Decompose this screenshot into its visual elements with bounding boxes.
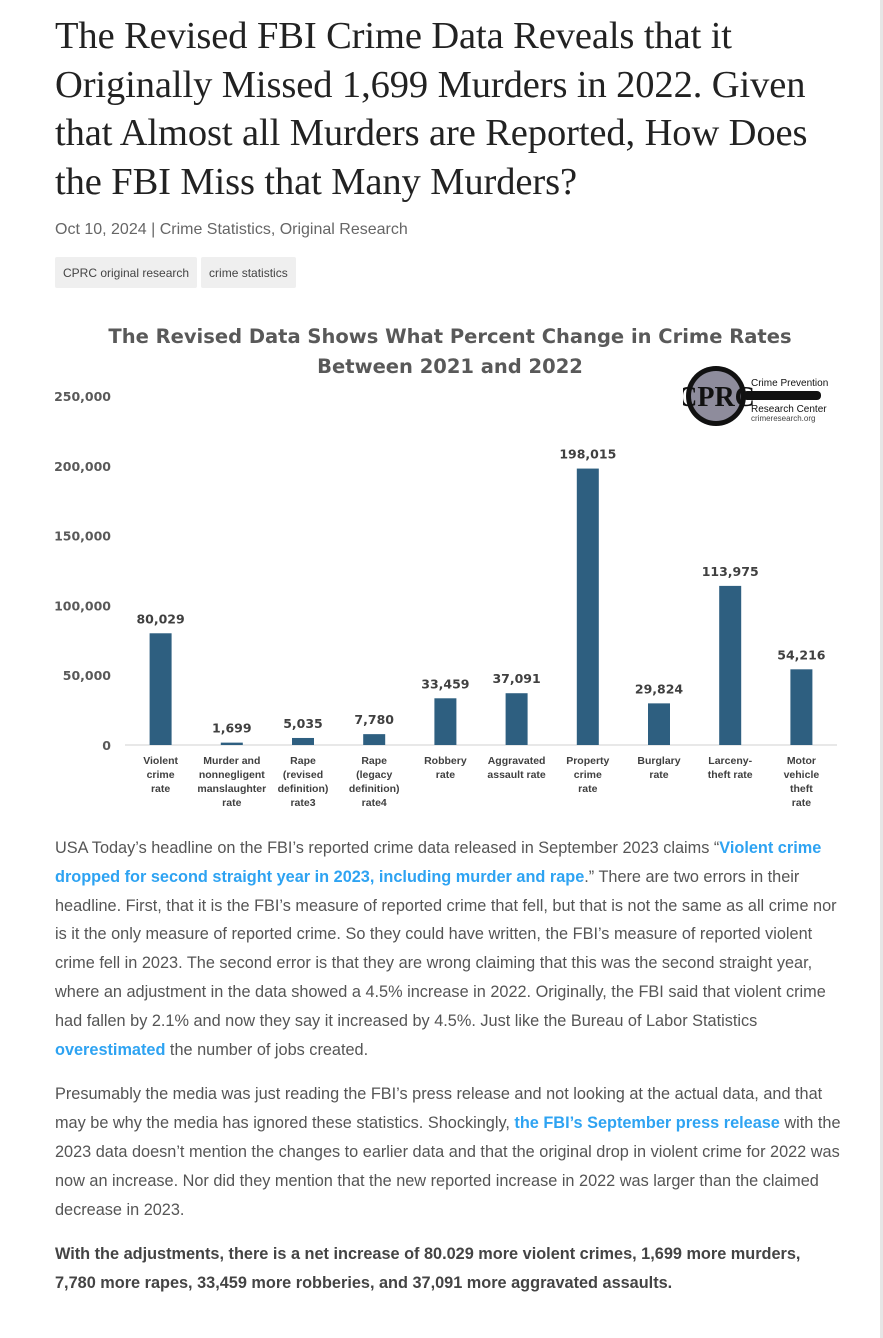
chart-title-line-2: Between 2021 and 2022 [317,355,583,378]
cprc-logo: CPRC Crime Prevention Research Center cr… [683,366,828,426]
x-tick-label: definition) [278,783,329,795]
bar [790,669,813,745]
chart-title-line-1: The Revised Data Shows What Percent Chan… [108,325,792,348]
x-tick-label: Rape [290,755,316,767]
link-fbi-press-release[interactable]: the FBI’s September press release [514,1114,780,1133]
x-tick-label: theft [790,783,813,795]
x-tick-label: Aggravated [488,755,546,767]
post-date: Oct 10, 2024 [55,221,147,238]
tag-crime-statistics[interactable]: crime statistics [201,257,296,288]
y-tick-label: 100,000 [55,598,111,613]
x-tick-label: rate [649,769,668,781]
x-tick-label: Larceny- [708,755,752,767]
bar [220,742,243,745]
p2-text-b: with the 2023 data doesn’t mention the c… [55,1114,841,1219]
data-label: 7,780 [354,712,394,727]
x-tick-label: rate [578,783,597,795]
x-tick-label: Rape [361,755,387,767]
p1-text-a: USA Today’s headline on the FBI’s report… [55,839,720,857]
x-tick-label: manslaughter [197,783,266,795]
meta-separator: | [151,221,156,238]
tag-list: CPRC original research crime statistics [55,257,845,288]
x-tick-label: crime [147,769,175,781]
y-tick-label: 0 [102,738,111,753]
x-tick-label: assault rate [487,769,546,781]
paragraph-2: Presumably the media was just reading th… [55,1080,845,1224]
logo-url: crimeresearch.org [751,414,815,423]
post-meta: Oct 10, 2024 | Crime Statistics, Origina… [55,221,845,239]
x-tick-label: rate3 [290,797,315,809]
x-tick-label: (legacy [356,769,392,781]
x-tick-label: Burglary [637,755,680,767]
data-label: 33,459 [421,676,469,691]
logo-lens [691,371,741,421]
data-label: 29,824 [635,681,684,696]
bar [363,734,386,745]
x-tick-label: Robbery [424,755,467,767]
x-tick-label: theft rate [708,769,753,781]
bar [505,693,528,745]
x-tick-label: definition) [349,783,400,795]
data-label: 198,015 [559,447,616,462]
data-label: 37,091 [492,671,540,686]
data-label: 80,029 [136,611,184,626]
x-tick-label: Property [566,755,609,767]
x-tick-label: rate [151,783,170,795]
data-label: 54,216 [777,647,826,662]
link-usa-today-headline[interactable]: Violent crime dropped for second straigh… [55,839,822,886]
x-tick-label: rate [792,797,811,809]
y-tick-label: 250,000 [55,389,111,404]
x-tick-label: rate [436,769,455,781]
p1-text-b: .” There are two errors in their headlin… [55,867,837,1030]
link-overestimated[interactable]: overestimated [55,1040,166,1059]
x-tick-label: vehicle [784,769,820,781]
scrollbar[interactable] [880,0,883,1338]
logo-handle [743,391,821,400]
p1-text-c: the number of jobs created. [165,1040,369,1059]
x-tick-label: nonnegligent [199,769,265,781]
p2-text-a: Presumably the media was just reading th… [55,1085,823,1133]
x-tick-label: rate [222,797,241,809]
x-tick-label: (revised [283,769,323,781]
x-tick-label: Murder and [203,755,260,767]
x-tick-label: crime [574,769,602,781]
category-link-original-research[interactable]: Original Research [279,221,408,238]
x-tick-label: rate4 [362,797,387,809]
bar [719,585,742,745]
bar [149,633,172,745]
paragraph-1: USA Today’s headline on the FBI’s report… [55,834,845,1064]
data-label: 5,035 [283,716,323,731]
bar-chart: 0 50,000 100,000 150,000 200,000 250,000 80,02… [55,389,837,809]
x-tick-label: Violent [143,755,178,767]
paragraph-3: With the adjustments, there is a net inc… [55,1245,801,1293]
x-tick-label: Motor [787,755,816,767]
y-tick-label: 50,000 [63,668,112,683]
tag-cprc-original-research[interactable]: CPRC original research [55,257,198,288]
bar [648,703,670,745]
category-comma: , [270,221,280,238]
logo-text-line1: Crime Prevention [751,378,828,389]
article-title: The Revised FBI Crime Data Reveals that … [55,15,808,203]
bar [292,737,314,745]
data-label: 1,699 [212,721,252,736]
article-body: USA Today’s headline on the FBI’s report… [55,834,845,1314]
data-label: 113,975 [702,564,759,579]
category-link-crime-statistics[interactable]: Crime Statistics [159,221,271,238]
bar [434,698,457,745]
y-tick-label: 200,000 [55,459,111,474]
y-tick-label: 150,000 [55,529,111,544]
logo-text-line2: Research Center [751,404,827,415]
logo-initials: CPRC [683,382,755,413]
chart-title: The Revised Data Shows What Percent Chan… [55,322,845,382]
article-header: The Revised FBI Crime Data Reveals that … [55,0,845,288]
bar [576,468,599,745]
chart-image: The Revised Data Shows What Percent Chan… [55,312,845,822]
